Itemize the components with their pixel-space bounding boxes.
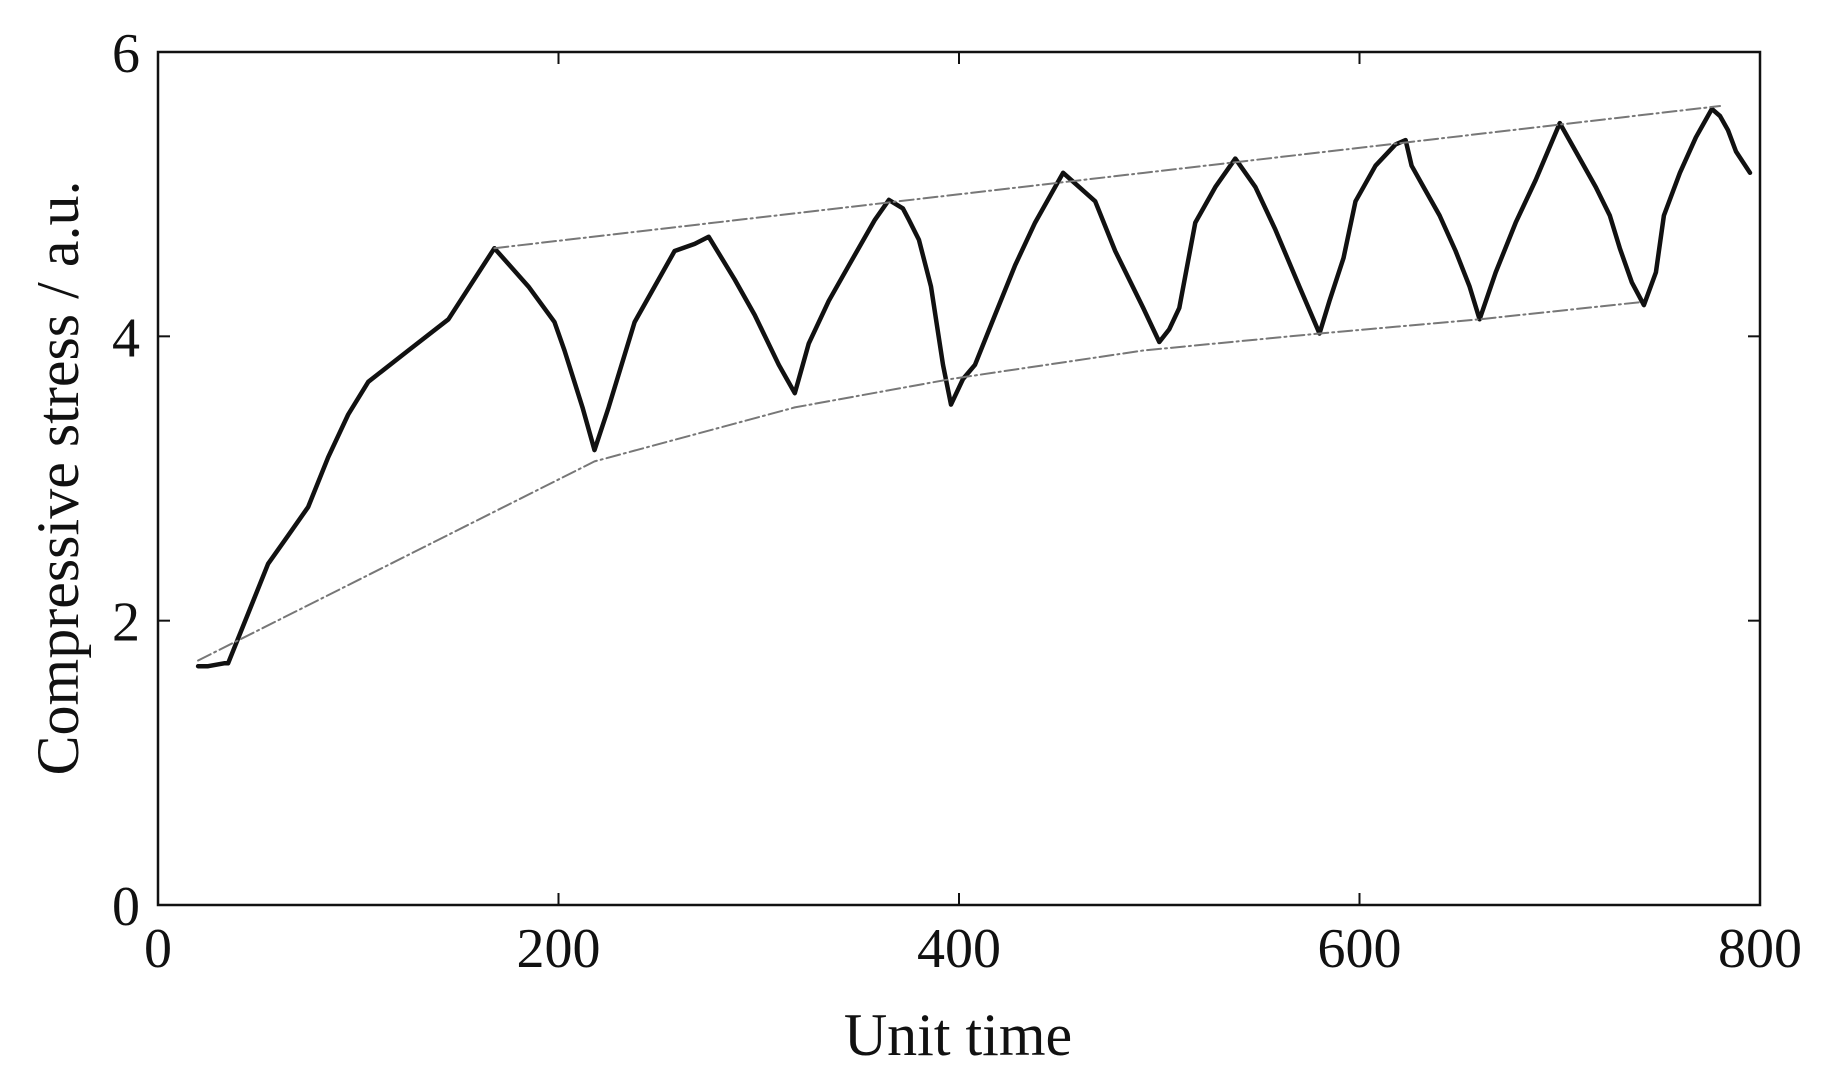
y-tick-label: 2: [112, 592, 140, 654]
plot-border: [156, 50, 1762, 907]
y-tick-label: 0: [112, 876, 140, 938]
series-layer: [195, 105, 1753, 669]
ticks: [157, 51, 1761, 906]
x-axis-title: Unit time: [844, 1002, 1072, 1068]
plot-frame: [156, 50, 1762, 907]
series-line-lower-envelope: [197, 301, 1641, 662]
y-axis-title: Compressive stress / a.u.: [25, 181, 91, 776]
x-tick-label: 400: [917, 918, 1001, 980]
series-line-measured: [195, 106, 1753, 669]
y-tick-label: 4: [112, 307, 140, 369]
tick-labels: 0 200 400 600 800 0 2 4 6: [112, 23, 1802, 980]
x-tick-label: 0: [144, 918, 172, 980]
series-line-upper-envelope: [493, 105, 1721, 250]
y-tick-label: 6: [112, 23, 140, 85]
x-tick-label: 200: [517, 918, 601, 980]
x-tick-label: 800: [1718, 918, 1802, 980]
x-tick-label: 600: [1318, 918, 1402, 980]
